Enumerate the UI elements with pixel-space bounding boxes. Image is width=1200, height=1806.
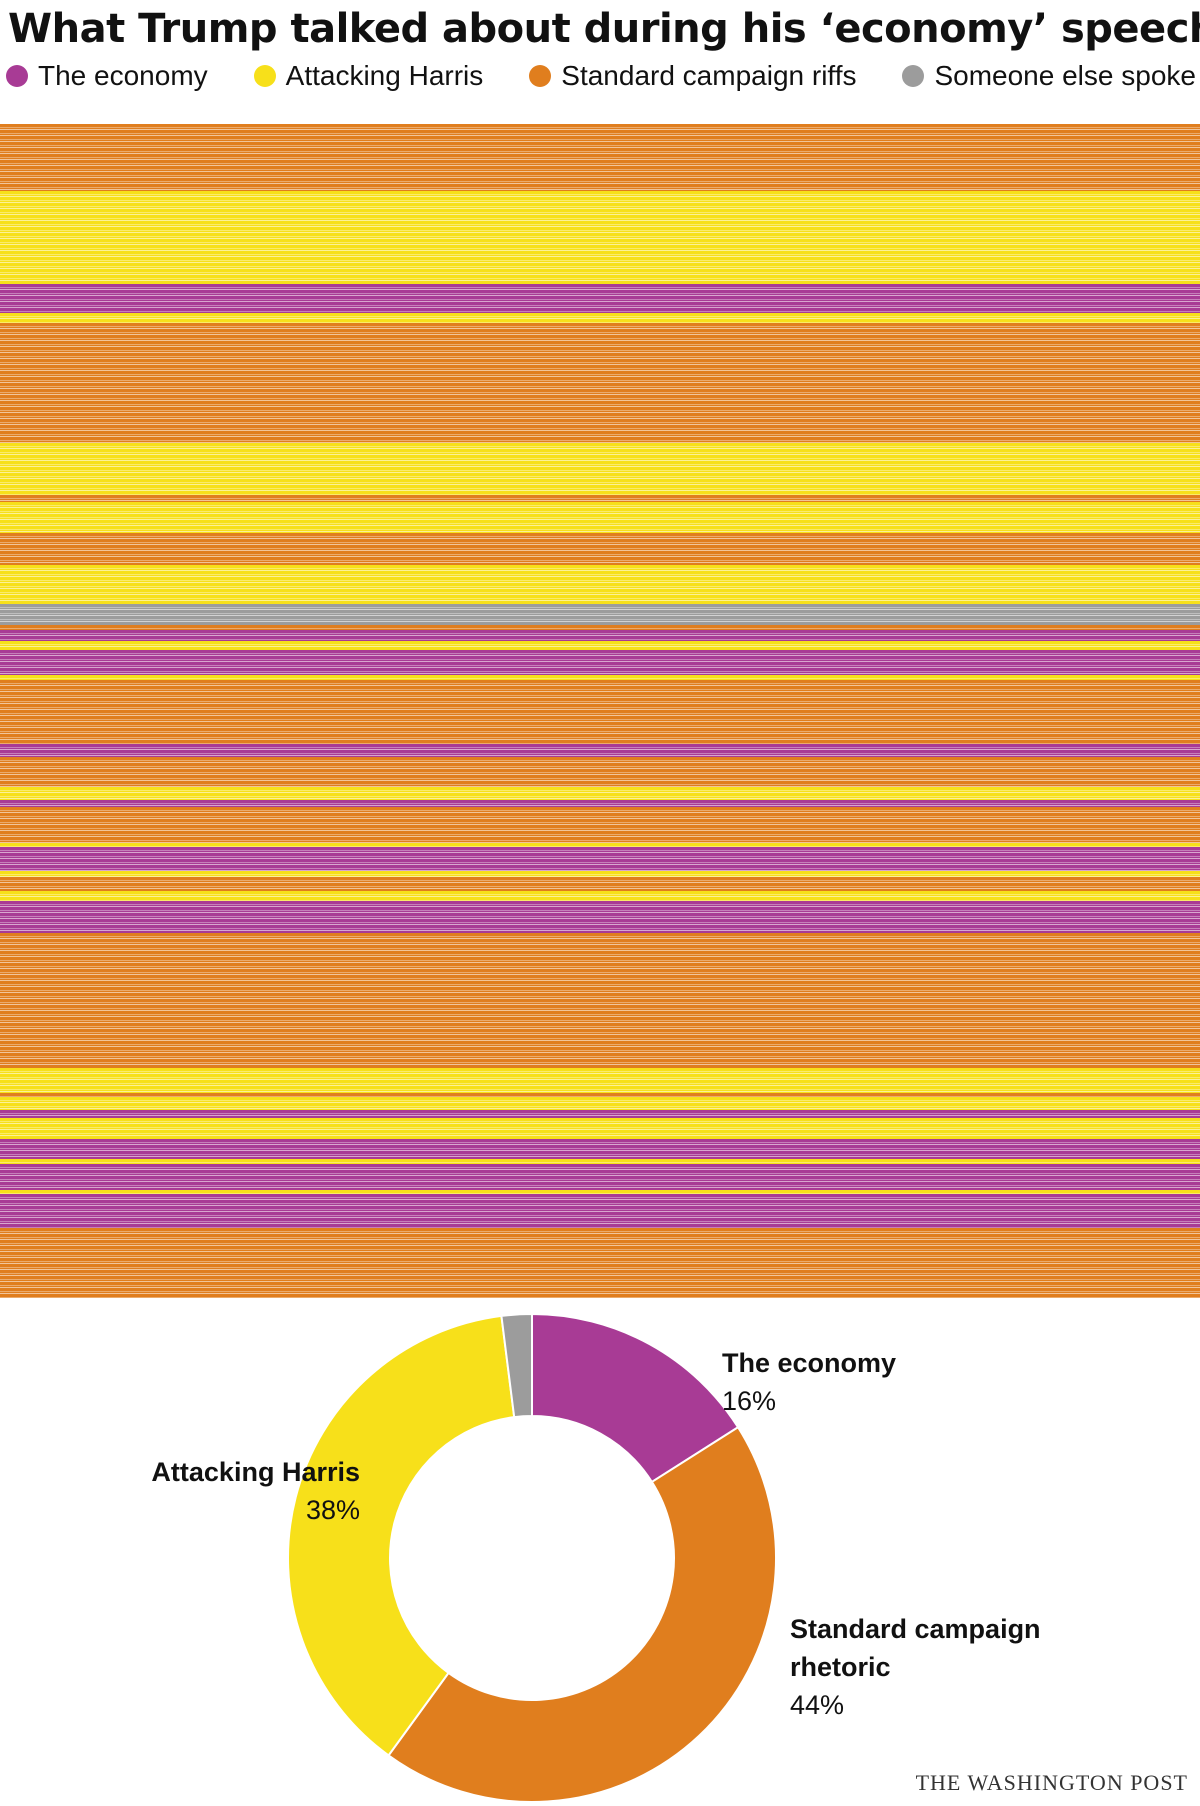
strip-segment-riffs [0,757,1200,788]
speech-transcript-strip [0,124,1200,1298]
slice-label-riffs: Standard campaign rhetoric 44% [790,1610,1110,1724]
slice-name-riffs: Standard campaign rhetoric [790,1614,1041,1682]
strip-segment-economy [0,900,1200,934]
strip-segment-economy [0,1164,1200,1191]
strip-segment-harris [0,1096,1200,1111]
strip-segment-riffs [0,532,1200,566]
legend-item-economy: The economy [6,60,208,92]
donut-slice-someone-else-spoke [500,1312,533,1419]
strip-segment-riffs [0,806,1200,844]
strip-segment-economy [0,630,1200,642]
strip-segment-economy [0,1139,1200,1160]
strip-segment-harris [0,1189,1200,1195]
strip-segment-riffs [0,323,1200,444]
strip-segment-riffs [0,494,1200,503]
strip-segment-harris [0,190,1200,285]
slice-label-harris: Attacking Harris 38% [151,1453,360,1529]
slice-pct-economy: 16% [722,1386,777,1416]
strip-segment-riffs [0,624,1200,632]
strip-segment-harris [0,1158,1200,1166]
strip-segment-riffs [0,679,1200,745]
strip-segment-economy [0,1110,1200,1120]
strip-segment-economy [0,1194,1200,1229]
slice-name-harris: Attacking Harris [151,1457,360,1487]
legend-label-riffs: Standard campaign riffs [561,60,857,91]
strip-segment-harris [0,890,1200,902]
donut-slice-attacking-harris [287,1314,516,1757]
slice-pct-riffs: 44% [790,1690,845,1720]
strip-segment-harris [0,1067,1200,1094]
strip-segment-harris [0,442,1200,496]
legend-label-harris: Attacking Harris [285,60,484,91]
strip-segment-harris [0,312,1200,324]
legend-item-harris: Attacking Harris [253,60,484,92]
legend-item-other: Someone else spoke [902,60,1196,92]
strip-segment-economy [0,283,1200,314]
legend: The economy Attacking Harris Standard ca… [6,60,1196,92]
strip-segment-economy [0,650,1200,676]
strip-segment-other [0,603,1200,626]
strip-segment-harris [0,675,1200,681]
strip-segment-harris [0,1118,1200,1140]
strip-segment-riffs [0,1093,1200,1098]
source-credit: THE WASHINGTON POST [915,1770,1188,1795]
strip-segment-harris [0,786,1200,801]
legend-swatch-economy [6,65,28,87]
strip-segment-riffs [0,876,1200,892]
strip-segment-harris [0,640,1200,651]
strip-segment-economy [0,846,1200,872]
legend-label-economy: The economy [38,60,208,91]
legend-label-other: Someone else spoke [934,60,1196,91]
chart-title: What Trump talked about during his ‘econ… [8,6,1200,52]
strip-segment-harris [0,501,1200,534]
strip-segment-riffs [0,124,1200,192]
strip-segment-riffs [0,1227,1200,1298]
legend-item-riffs: Standard campaign riffs [529,60,856,92]
strip-segment-economy [0,799,1200,808]
donut-chart [287,1312,777,1803]
slice-name-economy: The economy [722,1348,897,1378]
strip-segment-harris [0,564,1200,605]
legend-swatch-other [902,65,925,87]
legend-swatch-harris [253,65,276,87]
slice-label-economy: The economy 16% [722,1344,896,1420]
legend-swatch-riffs [529,65,552,87]
strip-segment-economy [0,744,1200,758]
slice-pct-harris: 38% [305,1495,360,1525]
donut-chart-section: The economy 16% Attacking Harris 38% Sta… [0,1298,1200,1806]
strip-segment-harris [0,843,1200,848]
strip-segment-harris [0,870,1200,878]
donut-slice-standard-campaign-rhetoric [387,1425,777,1803]
strip-segment-riffs [0,933,1200,1069]
